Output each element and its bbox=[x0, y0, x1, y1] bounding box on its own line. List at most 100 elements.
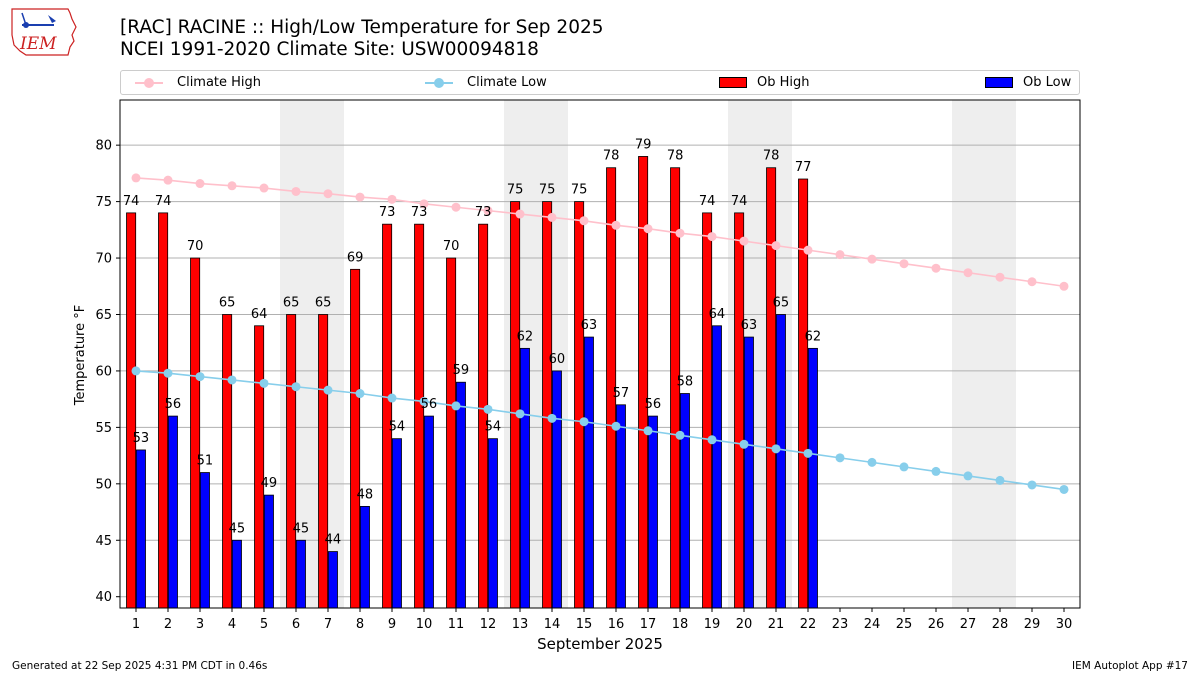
ob-high-label-17: 79 bbox=[635, 137, 652, 152]
legend-item-climate-high: Climate High bbox=[135, 71, 261, 94]
climate-high-point-2 bbox=[163, 175, 173, 185]
ob-high-swatch-icon bbox=[719, 77, 747, 88]
ob-low-label-9: 54 bbox=[389, 420, 406, 435]
y-tick-label-75: 75 bbox=[95, 195, 112, 210]
y-axis-label: Temperature °F bbox=[73, 305, 88, 406]
ob-high-label-2: 74 bbox=[155, 194, 172, 209]
climate-high-point-13 bbox=[515, 209, 525, 219]
ob-high-label-12: 73 bbox=[475, 205, 492, 220]
x-tick-label-21: 21 bbox=[768, 617, 785, 632]
climate-high-point-7 bbox=[323, 189, 333, 199]
x-tick-label-16: 16 bbox=[608, 617, 625, 632]
climate-high-point-10 bbox=[419, 199, 429, 209]
ob-high-bar-3 bbox=[190, 257, 201, 609]
legend-label-ob-high: Ob High bbox=[757, 75, 810, 90]
climate-high-point-8 bbox=[355, 192, 365, 202]
y-tick-label-80: 80 bbox=[95, 139, 112, 154]
x-tick-label-8: 8 bbox=[356, 617, 364, 632]
legend-item-ob-low: Ob Low bbox=[985, 71, 1071, 94]
ob-high-bar-5 bbox=[254, 325, 265, 609]
ob-low-label-16: 57 bbox=[613, 386, 630, 401]
climate-low-point-21 bbox=[771, 444, 781, 454]
ob-high-bar-8 bbox=[350, 268, 361, 609]
climate-low-point-10 bbox=[419, 396, 429, 406]
climate-low-point-29 bbox=[1027, 480, 1037, 490]
ob-low-label-2: 56 bbox=[165, 397, 182, 412]
x-tick-label-6: 6 bbox=[292, 617, 300, 632]
x-tick-label-1: 1 bbox=[132, 617, 140, 632]
generated-timestamp: Generated at 22 Sep 2025 4:31 PM CDT in … bbox=[12, 660, 268, 672]
climate-low-point-5 bbox=[259, 378, 269, 388]
climate-high-point-22 bbox=[803, 245, 813, 255]
x-tick-label-12: 12 bbox=[480, 617, 497, 632]
ob-high-bar-9 bbox=[382, 223, 393, 609]
plot-frame bbox=[119, 99, 1081, 609]
climate-low-point-14 bbox=[547, 413, 557, 423]
ob-high-bar-14 bbox=[542, 201, 553, 609]
x-tick-label-18: 18 bbox=[672, 617, 689, 632]
climate-low-point-7 bbox=[323, 385, 333, 395]
climate-high-point-29 bbox=[1027, 277, 1037, 287]
chart-subtitle: NCEI 1991-2020 Climate Site: USW00094818 bbox=[120, 39, 539, 60]
ob-low-bar-15 bbox=[583, 336, 594, 609]
climate-low-point-17 bbox=[643, 426, 653, 436]
climate-low-point-23 bbox=[835, 453, 845, 463]
ob-low-label-6: 45 bbox=[293, 521, 310, 536]
ob-low-label-3: 51 bbox=[197, 454, 214, 469]
ob-high-label-9: 73 bbox=[379, 205, 396, 220]
ob-high-label-8: 69 bbox=[347, 250, 364, 265]
y-tick-label-45: 45 bbox=[95, 534, 112, 549]
legend-label-climate-low: Climate Low bbox=[467, 75, 547, 90]
ob-high-bar-17 bbox=[638, 156, 649, 609]
ob-high-label-21: 78 bbox=[763, 149, 780, 164]
ob-low-bar-8 bbox=[359, 505, 370, 609]
climate-high-point-6 bbox=[291, 186, 301, 196]
climate-high-point-23 bbox=[835, 250, 845, 260]
y-tick-label-40: 40 bbox=[95, 590, 112, 605]
x-tick-label-30: 30 bbox=[1056, 617, 1073, 632]
climate-high-point-30 bbox=[1059, 281, 1069, 291]
app-credit: IEM Autoplot App #17 bbox=[1072, 660, 1188, 672]
ob-high-label-1: 74 bbox=[123, 194, 140, 209]
data-labels: 74 74 70 65 64 65 65 69 73 73 70 73 75 75 75 78 79 78 74 74… bbox=[123, 137, 821, 547]
ob-high-label-22: 77 bbox=[795, 160, 812, 175]
y-tick-label-60: 60 bbox=[95, 364, 112, 379]
climate-high-point-28 bbox=[995, 272, 1005, 282]
climate-high-point-15 bbox=[579, 216, 589, 226]
climate-low-point-16 bbox=[611, 421, 621, 431]
ob-low-label-18: 58 bbox=[677, 375, 694, 390]
climate-low-point-18 bbox=[675, 430, 685, 440]
y-tick-label-50: 50 bbox=[95, 477, 112, 492]
ob-high-bar-7 bbox=[318, 314, 329, 609]
ob-high-bar-13 bbox=[510, 201, 521, 609]
x-tick-label-25: 25 bbox=[896, 617, 913, 632]
ob-low-bar-7 bbox=[327, 551, 338, 609]
climate-high-point-20 bbox=[739, 236, 749, 246]
ob-high-label-14: 75 bbox=[539, 183, 556, 198]
climate-low-point-12 bbox=[483, 404, 493, 414]
climate-lines bbox=[131, 173, 1069, 494]
y-tick-label-65: 65 bbox=[95, 308, 112, 323]
ob-low-bar-19 bbox=[711, 325, 722, 609]
ob-low-label-1: 53 bbox=[133, 431, 150, 446]
climate-high-line-icon bbox=[135, 77, 163, 88]
x-tick-label-22: 22 bbox=[800, 617, 817, 632]
ob-high-bar-12 bbox=[478, 223, 489, 609]
ob-low-bar-3 bbox=[199, 472, 210, 609]
ob-low-bar-20 bbox=[743, 336, 754, 609]
climate-high-point-19 bbox=[707, 232, 717, 242]
x-tick-label-11: 11 bbox=[448, 617, 465, 632]
ob-high-label-13: 75 bbox=[507, 183, 524, 198]
ob-high-bar-21 bbox=[766, 167, 777, 609]
ob-low-bar-14 bbox=[551, 370, 562, 609]
climate-high-point-26 bbox=[931, 263, 941, 273]
climate-low-point-26 bbox=[931, 466, 941, 476]
climate-low-point-13 bbox=[515, 409, 525, 419]
climate-low-point-6 bbox=[291, 382, 301, 392]
ob-low-label-20: 63 bbox=[741, 318, 758, 333]
y-tick-label-55: 55 bbox=[95, 421, 112, 436]
ob-low-bar-5 bbox=[263, 494, 274, 609]
ob-low-bar-4 bbox=[231, 539, 242, 609]
ob-high-label-16: 78 bbox=[603, 149, 620, 164]
